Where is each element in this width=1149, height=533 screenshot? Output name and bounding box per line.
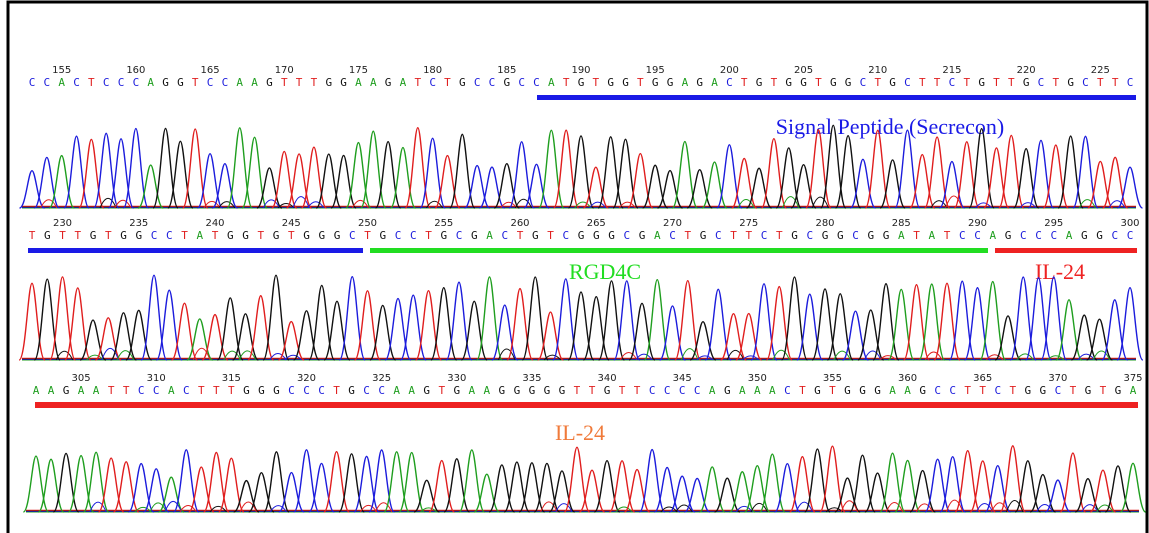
position-number: 365 (973, 373, 992, 384)
il24-bar (995, 248, 1137, 253)
position-number: 275 (739, 218, 758, 229)
position-number: 320 (297, 373, 316, 384)
position-number: 345 (673, 373, 692, 384)
position-number: 305 (72, 373, 91, 384)
position-number: 185 (497, 65, 516, 76)
position-number: 170 (275, 65, 294, 76)
position-number: 295 (1044, 218, 1063, 229)
position-number: 210 (868, 65, 887, 76)
position-number: 355 (823, 373, 842, 384)
region-label: IL-24 (555, 420, 605, 445)
position-number: 315 (222, 373, 241, 384)
position-number: 310 (147, 373, 166, 384)
region-label: Signal Peptide (Secrecon) (776, 114, 1005, 139)
position-number: 270 (663, 218, 682, 229)
position-number: 230 (53, 218, 72, 229)
position-number: 240 (205, 218, 224, 229)
position-number: 225 (1091, 65, 1110, 76)
position-number: 160 (126, 65, 145, 76)
position-number: 255 (434, 218, 453, 229)
position-number: 285 (892, 218, 911, 229)
il24-bar (35, 402, 1138, 408)
signal-peptide-bar (537, 95, 1136, 100)
position-number: 325 (372, 373, 391, 384)
position-number: 250 (358, 218, 377, 229)
signal-peptide-bar (28, 248, 363, 253)
position-number: 335 (522, 373, 541, 384)
position-number: 375 (1123, 373, 1142, 384)
chromatogram-figure: Signal Peptide (Secrecon) RGD4C IL-24 IL… (0, 0, 1149, 533)
position-number: 300 (1120, 218, 1139, 229)
region-label: RGD4C (569, 259, 641, 284)
position-number: 260 (510, 218, 529, 229)
position-number: 195 (646, 65, 665, 76)
position-number: 350 (748, 373, 767, 384)
position-number: 360 (898, 373, 917, 384)
position-number: 205 (794, 65, 813, 76)
position-number: 180 (423, 65, 442, 76)
position-number: 220 (1017, 65, 1036, 76)
position-number: 215 (942, 65, 961, 76)
position-number: 290 (968, 218, 987, 229)
position-number: 245 (282, 218, 301, 229)
position-number: 155 (52, 65, 71, 76)
position-number: 200 (720, 65, 739, 76)
region-label: IL-24 (1035, 259, 1085, 284)
position-number: 280 (815, 218, 834, 229)
position-number: 330 (447, 373, 466, 384)
position-number: 370 (1048, 373, 1067, 384)
position-number: 340 (597, 373, 616, 384)
position-number: 175 (349, 65, 368, 76)
position-number: 235 (129, 218, 148, 229)
position-number: 165 (201, 65, 220, 76)
position-number: 190 (571, 65, 590, 76)
position-number: 265 (587, 218, 606, 229)
rgd4c-bar (370, 248, 988, 253)
base-sequence: CCACTCCCAGGTCCAAGTTTGGAAGATCTGCCGCCATGTG… (29, 76, 1134, 89)
